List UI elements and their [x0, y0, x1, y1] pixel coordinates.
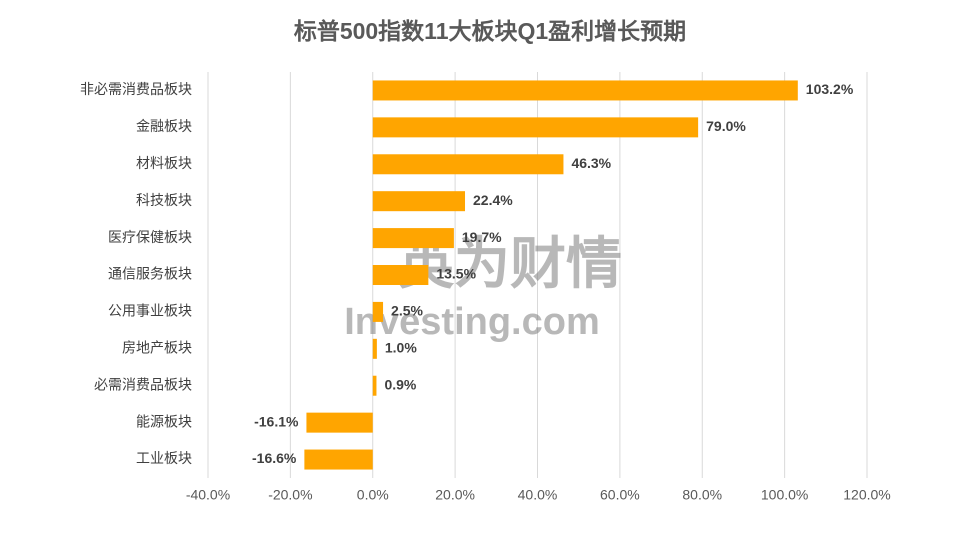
bar	[372, 375, 377, 396]
data-label: 19.7%	[462, 229, 502, 245]
data-label: 22.4%	[473, 192, 513, 208]
chart-title: 标普500指数11大板块Q1盈利增长预期	[294, 18, 686, 44]
data-label: -16.6%	[252, 450, 297, 466]
data-label: 2.5%	[391, 303, 423, 319]
bar	[372, 301, 384, 322]
bar	[306, 412, 373, 433]
x-tick-label: 120.0%	[843, 487, 890, 503]
y-tick-label: 通信服务板块	[108, 266, 192, 282]
bar	[372, 338, 377, 359]
x-tick-label: -20.0%	[268, 487, 312, 503]
data-label: 103.2%	[806, 81, 854, 97]
y-tick-label: 科技板块	[136, 192, 192, 208]
x-tick-label: 40.0%	[518, 487, 558, 503]
x-tick-label: -40.0%	[186, 487, 230, 503]
bar	[372, 80, 798, 101]
y-tick-label: 金融板块	[136, 118, 192, 134]
y-tick-label: 材料板块	[136, 155, 192, 171]
y-tick-label: 医疗保健板块	[108, 229, 192, 245]
bar	[372, 117, 699, 138]
bar	[372, 154, 564, 175]
watermark: Investing.com	[344, 301, 600, 343]
y-tick-label: 房地产板块	[122, 340, 192, 356]
data-label: 1.0%	[385, 340, 417, 356]
y-tick-label: 公用事业板块	[108, 303, 192, 319]
data-label: 0.9%	[384, 376, 416, 392]
x-tick-label: 20.0%	[435, 487, 475, 503]
bar	[372, 191, 466, 212]
data-label: 13.5%	[436, 266, 476, 282]
y-tick-label: 能源板块	[136, 413, 192, 429]
data-label: 79.0%	[706, 118, 746, 134]
bar	[372, 265, 429, 285]
x-tick-label: 80.0%	[682, 487, 722, 503]
y-tick-label: 工业板块	[136, 450, 192, 466]
bar	[372, 228, 454, 249]
x-tick-label: 60.0%	[600, 487, 640, 503]
y-tick-label: 必需消费品板块	[94, 376, 192, 392]
x-tick-label: 0.0%	[357, 487, 389, 503]
data-label: 46.3%	[571, 155, 611, 171]
data-label: -16.1%	[254, 413, 299, 429]
y-tick-label: 非必需消费品板块	[80, 81, 192, 97]
bar	[304, 449, 373, 470]
x-tick-label: 100.0%	[761, 487, 808, 503]
